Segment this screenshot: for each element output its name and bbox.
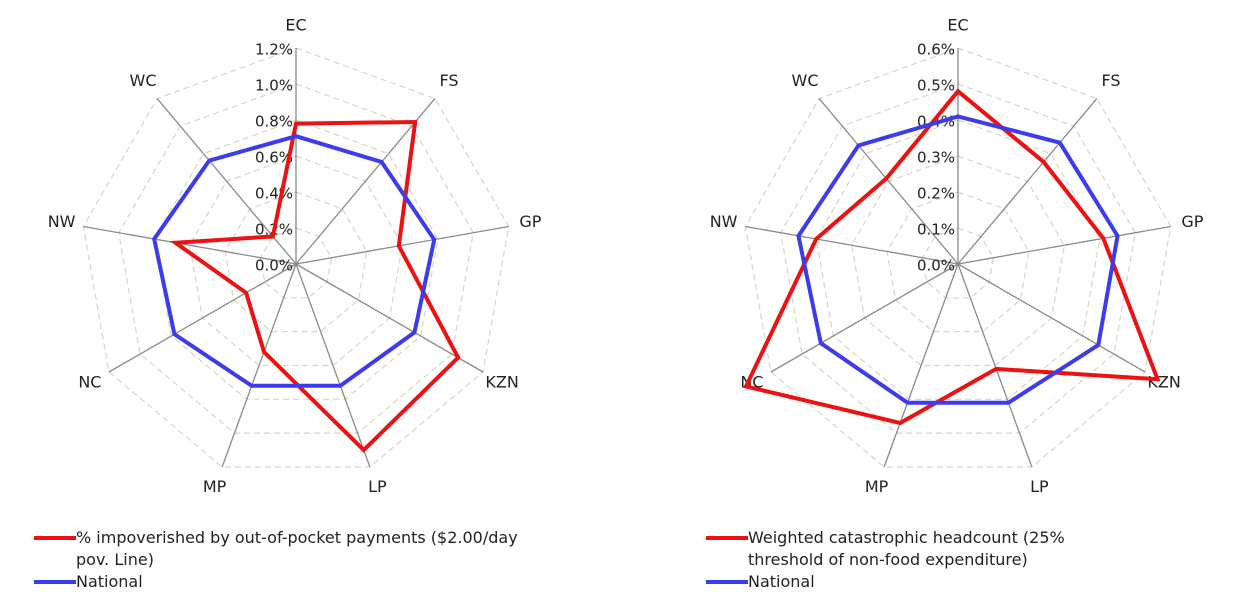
axis-line [957,225,1171,265]
category-label: KZN [1147,373,1180,392]
category-label: NW [48,212,76,231]
category-label: MP [203,477,227,496]
legend-label: Weighted catastrophic headcount (25% thr… [748,528,1065,569]
r-tick-label: 1.0% [255,77,293,95]
grid-ring [921,227,995,299]
r-tick-label: 0.4% [255,185,293,203]
r-tick-label: 1.2% [255,41,293,59]
grid-ring [780,83,1136,434]
grid-ring [118,83,474,434]
axis-line [770,263,959,373]
grid-ring [189,155,403,367]
r-tick-label: 0.1% [917,221,955,239]
category-label: FS [439,71,458,90]
legend-item: National [34,571,554,593]
axis-line [883,263,959,468]
axis-line [295,263,484,373]
grid-ring [224,191,368,333]
legend-label: % impoverished by out-of-pocket payments… [76,528,518,569]
axis-line [957,263,1146,373]
axis-line [295,98,436,265]
legend-swatch [706,536,748,540]
legend-swatch [34,536,76,540]
r-tick-label: 0.3% [917,149,955,167]
legend-label: National [748,572,815,591]
category-label: KZN [485,373,518,392]
axis-line [108,263,297,373]
category-label: WC [792,71,819,90]
series-line [743,88,1161,426]
r-tick-label: 0.6% [917,41,955,59]
legend: % impoverished by out-of-pocket payments… [34,527,554,593]
axis-line [221,263,297,468]
grid-ring [259,227,333,299]
axis-line [745,225,959,265]
axis-line [957,98,1098,265]
category-label: EC [285,16,306,35]
legend: Weighted catastrophic headcount (25% thr… [706,527,1136,593]
category-label: FS [1101,71,1120,90]
legend-item: Weighted catastrophic headcount (25% thr… [706,527,1136,571]
category-label: NW [710,212,738,231]
legend-swatch [34,580,76,584]
category-label: GP [519,212,541,231]
series-line [169,119,461,453]
grid-ring [82,47,510,468]
grid-ring [886,191,1030,333]
r-tick-label: 0.0% [255,257,293,275]
category-label: LP [368,477,387,496]
grid-ring [851,155,1065,367]
legend-swatch [706,580,748,584]
series-line [152,134,437,388]
category-label: EC [947,16,968,35]
category-label: NC [78,373,101,392]
legend-item: % impoverished by out-of-pocket payments… [34,527,554,571]
category-label: WC [130,71,157,90]
category-label: GP [1181,212,1203,231]
axis-line [957,263,1033,468]
axis-line [295,225,509,265]
legend-label: National [76,572,143,591]
grid-ring [744,47,1172,468]
legend-item: National [706,571,1136,593]
axis-line [818,98,959,265]
r-tick-label: 0.2% [917,185,955,203]
r-tick-label: 0.6% [255,149,293,167]
r-tick-label: 0.0% [917,257,955,275]
grid-ring [153,119,439,400]
r-tick-label: 0.5% [917,77,955,95]
r-tick-label: 0.8% [255,113,293,131]
series-line [796,114,1120,405]
category-label: LP [1030,477,1049,496]
grid-ring [815,119,1101,400]
axis-line [295,263,371,468]
category-label: MP [865,477,889,496]
axis-line [83,225,297,265]
